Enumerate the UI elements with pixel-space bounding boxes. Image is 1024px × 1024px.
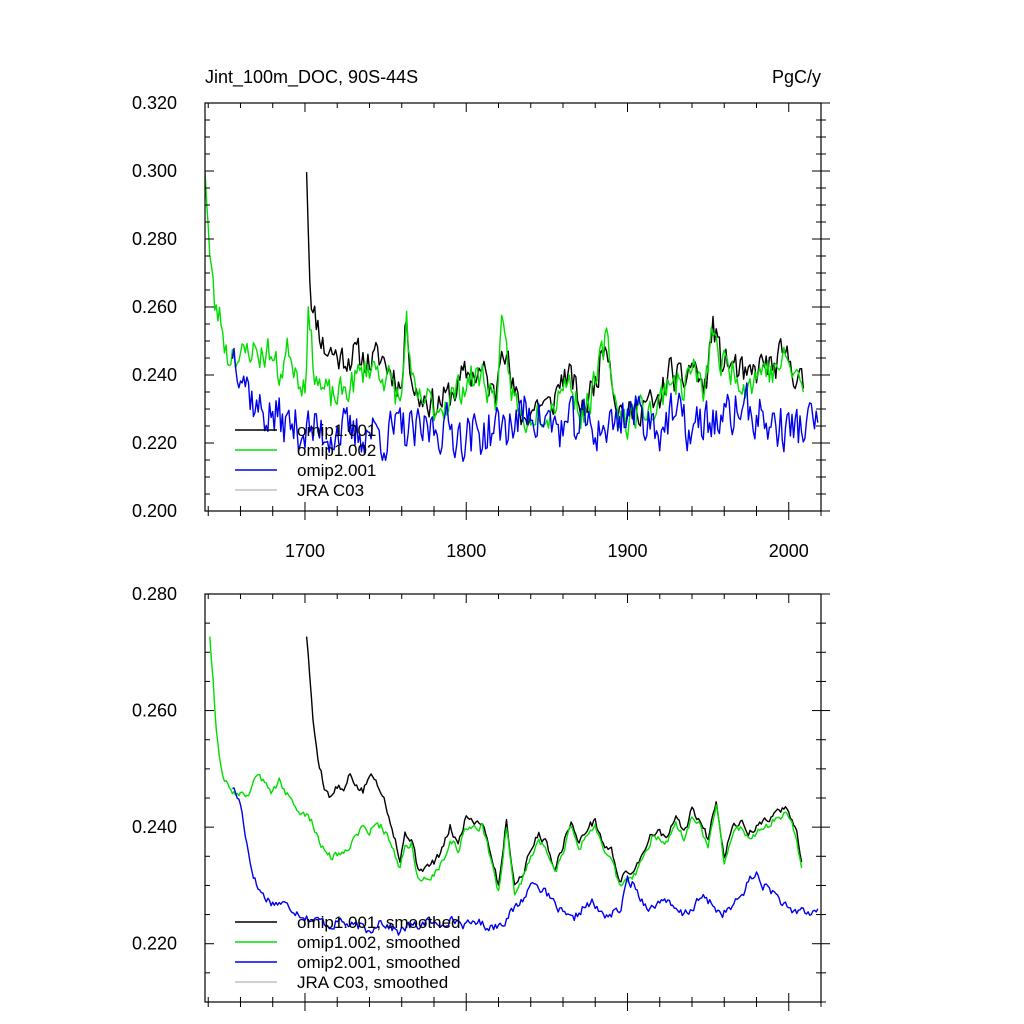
series-group	[209, 636, 819, 936]
legend-label: omip1.002, smoothed	[297, 933, 461, 952]
legend-label: omip2.001, smoothed	[297, 953, 461, 972]
y-tick-label: 0.260	[132, 701, 177, 721]
x-tick-label: 2000	[769, 541, 809, 561]
panel-top: 1700 1800 1900 2000 0.200 0.220 0.240 0.260 0.28…	[132, 93, 830, 561]
x-tick-label: 1700	[285, 541, 325, 561]
y-tick-label: 0.220	[132, 934, 177, 954]
y-tick-label: 0.200	[132, 501, 177, 521]
series-line-omip1-002	[205, 171, 804, 440]
legend-label: omip1.002	[297, 441, 376, 460]
legend-label: omip2.001	[297, 461, 376, 480]
x-tick-label: 1800	[446, 541, 486, 561]
legend-label: omip1.001	[297, 421, 376, 440]
series-line-omip1-002	[209, 636, 803, 896]
legend-label: omip1.001, smoothed	[297, 913, 461, 932]
x-tick-label: 1900	[607, 541, 647, 561]
y-tick-label: 0.240	[132, 365, 177, 385]
legend-label: JRA C03, smoothed	[297, 973, 448, 992]
series-group	[205, 171, 819, 462]
legend-label: JRA C03	[297, 481, 364, 500]
y-tick-label: 0.240	[132, 817, 177, 837]
series-line-omip2-001	[232, 787, 819, 936]
y-tick-label: 0.260	[132, 297, 177, 317]
y-tick-label: 0.300	[132, 161, 177, 181]
series-line-omip1-001	[305, 636, 803, 886]
y-tick-label: 0.320	[132, 93, 177, 113]
series-line-omip2-001	[231, 347, 819, 462]
y-tick-label: 0.220	[132, 433, 177, 453]
y-tick-label: 0.280	[132, 229, 177, 249]
units-label: PgC/y	[772, 67, 821, 87]
series-line-omip1-001	[305, 172, 804, 427]
y-tick-label: 0.280	[132, 584, 177, 604]
chart-title: Jint_100m_DOC, 90S-44S	[205, 67, 418, 88]
